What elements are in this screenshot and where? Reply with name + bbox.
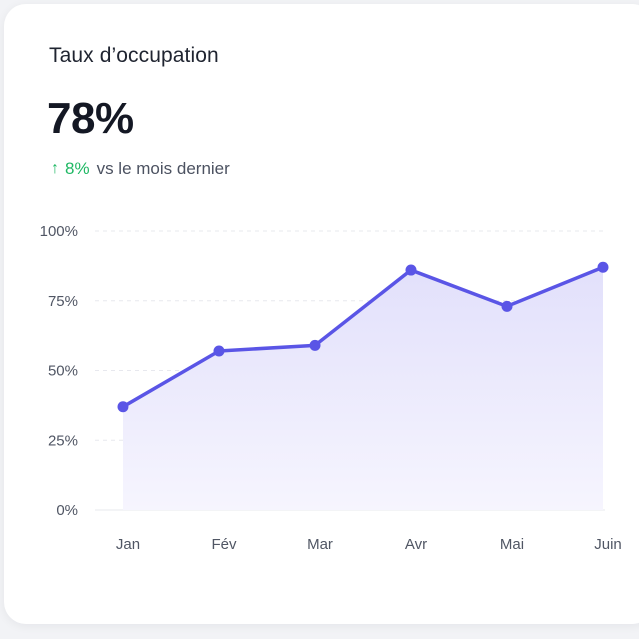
delta-label: vs le mois dernier <box>96 159 230 178</box>
series-points <box>117 261 609 413</box>
x-tick-label: Juin <box>594 536 622 553</box>
series-area <box>123 267 603 510</box>
series-line <box>121 265 605 409</box>
x-tick-label: Mai <box>500 536 524 553</box>
y-tick-label: 25% <box>48 432 78 449</box>
y-tick-label: 0% <box>56 502 78 519</box>
data-point[interactable] <box>213 345 225 357</box>
series-line-path <box>121 265 605 409</box>
arrow-up-icon: ↑ <box>51 160 59 177</box>
delta-row: ↑ 8% vs le mois dernier <box>48 159 230 179</box>
y-tick-label: 75% <box>48 293 78 310</box>
data-point[interactable] <box>501 300 513 312</box>
x-tick-label: Avr <box>405 536 427 553</box>
card-title: Taux d’occupation <box>49 44 219 67</box>
data-point[interactable] <box>597 261 609 273</box>
y-tick-label: 100% <box>40 223 78 240</box>
x-tick-label: Fév <box>211 536 237 553</box>
kpi-value: 78% <box>47 94 134 143</box>
data-point[interactable] <box>117 401 129 413</box>
delta-value: 8% <box>65 159 90 178</box>
y-axis-ticks: 0% 25% 50% 75% 100% <box>40 223 78 519</box>
x-axis-ticks: Jan Fév Mar Avr Mai Juin <box>116 536 622 553</box>
data-point[interactable] <box>309 339 321 351</box>
y-tick-label: 50% <box>48 363 78 380</box>
series-area-fill <box>123 267 603 510</box>
x-tick-label: Jan <box>116 536 140 553</box>
x-tick-label: Mar <box>307 536 333 553</box>
data-point[interactable] <box>405 264 417 276</box>
